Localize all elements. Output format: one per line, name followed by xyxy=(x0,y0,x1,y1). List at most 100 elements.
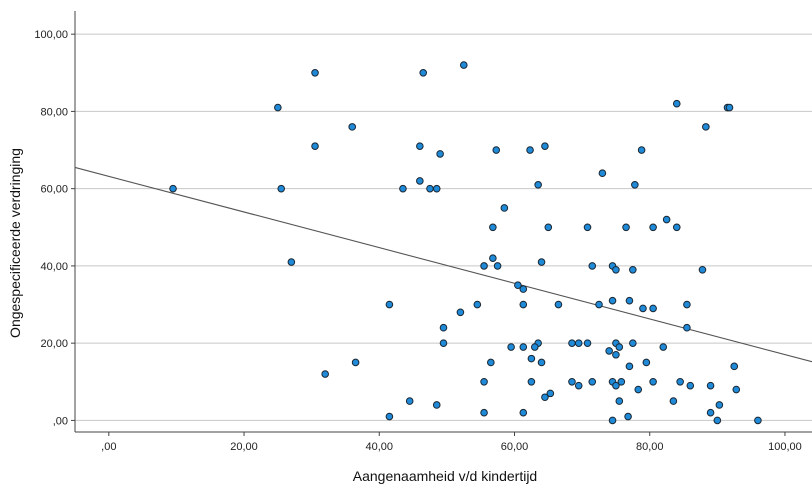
data-point xyxy=(456,308,465,317)
data-point xyxy=(473,300,482,309)
data-point xyxy=(583,223,592,232)
data-point xyxy=(629,339,637,347)
data-point xyxy=(546,389,555,398)
x-axis-title: Aangenaamheid v/d kindertijd xyxy=(353,468,537,484)
data-point xyxy=(493,262,502,270)
data-point xyxy=(519,408,528,417)
data-point xyxy=(399,184,407,193)
data-point xyxy=(706,381,715,390)
data-point xyxy=(480,262,488,270)
data-point xyxy=(541,393,549,402)
x-tick-labels: ,00 20,00 40,00 60,00 80,00 100,00 xyxy=(101,432,802,453)
data-point xyxy=(527,377,536,386)
data-point xyxy=(649,223,657,232)
data-point xyxy=(480,408,488,417)
data-point xyxy=(672,223,681,232)
data-point xyxy=(649,377,657,386)
data-point xyxy=(277,184,286,193)
data-point xyxy=(274,103,282,112)
data-point xyxy=(507,343,515,351)
y-tick-label: 60,00 xyxy=(40,184,68,196)
data-point xyxy=(631,181,639,189)
data-point xyxy=(436,150,444,158)
data-point xyxy=(416,142,424,150)
data-point xyxy=(732,385,741,394)
data-point xyxy=(706,408,715,417)
data-point xyxy=(519,300,528,309)
data-point xyxy=(537,358,546,367)
y-tick-label: 20,00 xyxy=(40,338,68,350)
data-points xyxy=(169,61,762,425)
data-point xyxy=(672,99,681,108)
data-point xyxy=(669,397,678,405)
data-point xyxy=(500,204,509,212)
x-tick-label: 40,00 xyxy=(366,441,394,453)
data-point xyxy=(612,381,620,390)
x-tick-label: ,00 xyxy=(101,441,116,453)
data-point xyxy=(439,323,448,332)
data-point xyxy=(439,339,448,347)
data-point xyxy=(568,377,576,386)
data-point xyxy=(608,416,617,425)
data-point xyxy=(537,258,546,266)
y-tick-label: ,00 xyxy=(53,415,68,427)
data-point xyxy=(321,370,329,378)
y-axis-title: Ongespecificeerde verdringing xyxy=(7,148,23,338)
y-tick-labels: ,00 20,00 40,00 60,00 80,00 100,00 xyxy=(34,29,75,427)
data-point xyxy=(622,223,630,232)
data-point xyxy=(683,300,691,309)
y-tick-label: 40,00 xyxy=(40,261,68,273)
data-point xyxy=(574,339,583,347)
data-point xyxy=(530,343,539,351)
data-point xyxy=(487,358,495,367)
data-point xyxy=(541,142,549,150)
data-point xyxy=(169,184,177,193)
data-point xyxy=(480,377,488,386)
data-point xyxy=(544,223,553,232)
data-point xyxy=(615,343,624,351)
data-point xyxy=(351,358,360,367)
data-point xyxy=(311,68,319,77)
data-point xyxy=(527,354,536,363)
y-tick-label: 80,00 xyxy=(40,106,68,118)
data-point xyxy=(612,265,620,274)
y-tick-label: 100,00 xyxy=(34,29,68,41)
data-point xyxy=(416,177,424,185)
data-point xyxy=(713,416,722,425)
data-point xyxy=(754,416,762,425)
data-point xyxy=(554,300,563,309)
x-tick-label: 100,00 xyxy=(768,441,802,453)
data-point xyxy=(612,350,620,359)
data-point xyxy=(605,347,613,355)
data-point xyxy=(617,377,626,386)
data-point xyxy=(595,300,603,309)
data-point xyxy=(615,397,624,405)
data-point xyxy=(287,258,296,266)
data-point xyxy=(659,343,668,351)
data-point xyxy=(625,362,634,371)
data-point xyxy=(649,304,657,313)
data-point xyxy=(686,381,695,390)
data-point xyxy=(608,296,617,305)
data-point xyxy=(311,142,319,150)
data-point xyxy=(519,343,528,351)
data-point xyxy=(574,381,583,390)
data-point xyxy=(624,412,632,421)
data-point xyxy=(730,362,739,371)
data-point xyxy=(426,184,434,193)
data-point xyxy=(385,412,394,421)
data-point xyxy=(526,146,534,154)
data-point xyxy=(634,385,643,394)
data-point xyxy=(639,304,647,313)
data-point xyxy=(629,265,637,274)
data-point xyxy=(534,181,542,189)
x-tick-label: 20,00 xyxy=(230,441,258,453)
data-point xyxy=(625,296,634,305)
data-point xyxy=(676,377,684,386)
data-point xyxy=(588,377,597,386)
x-tick-label: 60,00 xyxy=(501,441,529,453)
data-point xyxy=(419,68,428,77)
data-point xyxy=(725,103,734,112)
